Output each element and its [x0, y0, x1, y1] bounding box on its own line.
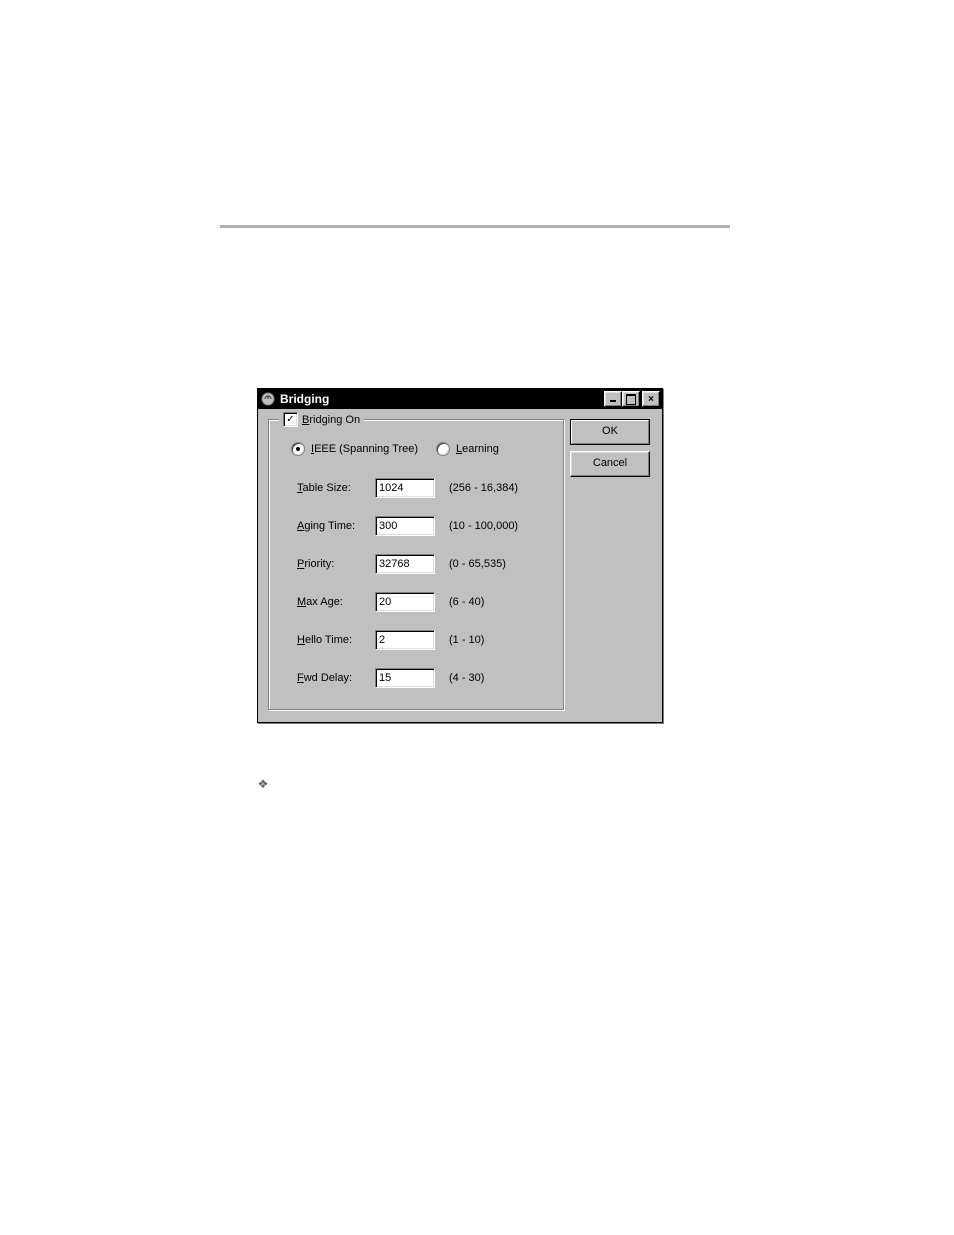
hello-time-row: Hello Time: 2 (1 - 10)	[297, 627, 518, 653]
max-age-label: Max Age:	[297, 596, 375, 608]
diamond-bullet-icon: ❖	[257, 778, 269, 790]
fwd-delay-row: Fwd Delay: 15 (4 - 30)	[297, 665, 518, 691]
ieee-radio[interactable]: IEEE (Spanning Tree)	[291, 442, 418, 456]
table-size-range: (256 - 16,384)	[449, 482, 518, 494]
horizontal-rule	[220, 225, 730, 228]
minimize-button[interactable]	[604, 391, 622, 407]
maximize-button[interactable]	[622, 391, 640, 407]
ok-button[interactable]: OK	[570, 419, 650, 445]
aging-time-range: (10 - 100,000)	[449, 520, 518, 532]
hello-time-label: Hello Time:	[297, 634, 375, 646]
bridging-on-groupbox: ✓ Bridging On IEEE (Spanning Tree) Learn…	[268, 419, 565, 711]
priority-range: (0 - 65,535)	[449, 558, 506, 570]
fwd-delay-input[interactable]: 15	[375, 668, 435, 688]
learning-radio[interactable]: Learning	[436, 442, 499, 456]
groupbox-label: Bridging On	[302, 414, 360, 426]
bridging-dialog: Bridging × ✓ Bridging On IEEE (Spanning …	[257, 388, 663, 723]
priority-row: Priority: 32768 (0 - 65,535)	[297, 551, 518, 577]
system-menu-icon[interactable]	[260, 391, 276, 407]
aging-time-row: Aging Time: 300 (10 - 100,000)	[297, 513, 518, 539]
priority-input[interactable]: 32768	[375, 554, 435, 574]
hello-time-input[interactable]: 2	[375, 630, 435, 650]
cancel-button[interactable]: Cancel	[570, 451, 650, 477]
max-age-range: (6 - 40)	[449, 596, 484, 608]
table-size-row: Table Size: 1024 (256 - 16,384)	[297, 475, 518, 501]
hello-time-range: (1 - 10)	[449, 634, 484, 646]
groupbox-legend: ✓ Bridging On	[279, 412, 364, 427]
close-button[interactable]: ×	[642, 391, 660, 407]
priority-label: Priority:	[297, 558, 375, 570]
fwd-delay-label: Fwd Delay:	[297, 672, 375, 684]
fwd-delay-range: (4 - 30)	[449, 672, 484, 684]
dialog-title: Bridging	[280, 392, 604, 406]
table-size-input[interactable]: 1024	[375, 478, 435, 498]
max-age-row: Max Age: 20 (6 - 40)	[297, 589, 518, 615]
max-age-input[interactable]: 20	[375, 592, 435, 612]
ieee-radio-label: IEEE (Spanning Tree)	[311, 443, 418, 455]
aging-time-input[interactable]: 300	[375, 516, 435, 536]
table-size-label: Table Size:	[297, 482, 375, 494]
titlebar[interactable]: Bridging ×	[258, 389, 662, 409]
form-rows: Table Size: 1024 (256 - 16,384) Aging Ti…	[297, 475, 518, 703]
learning-radio-label: Learning	[456, 443, 499, 455]
aging-time-label: Aging Time:	[297, 520, 375, 532]
bridging-on-checkbox[interactable]: ✓	[283, 412, 298, 427]
